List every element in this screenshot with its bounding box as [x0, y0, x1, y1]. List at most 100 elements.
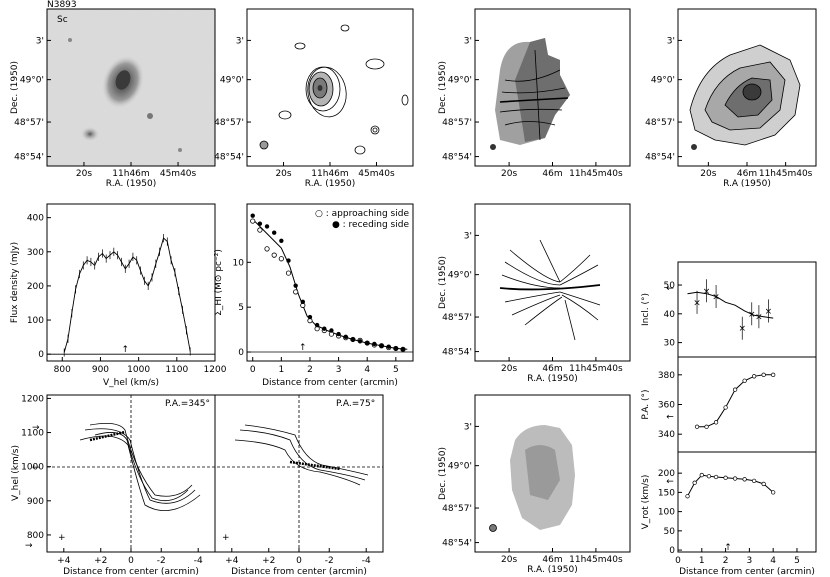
model-iso-8 [559, 264, 599, 286]
stack-arrow: ← [666, 412, 674, 422]
pv-right-pa: P.A.=75° [336, 399, 375, 409]
galaxy-core [115, 70, 131, 90]
stack-ytick-label: 50 [664, 527, 676, 537]
model-iso-1 [509, 249, 561, 283]
stack-point [694, 424, 700, 429]
pv-xlabel: Distance from center (arcmin) [231, 567, 367, 577]
stack-point [713, 474, 719, 480]
residual-inner [525, 445, 560, 500]
contour-blob-2 [278, 110, 292, 120]
dec-tick-label: 49°0' [448, 76, 472, 86]
hi-contour-panel [246, 8, 414, 167]
stack-point [771, 372, 776, 377]
pv-left-contour-3 [89, 422, 193, 497]
morph-type: Sc [57, 15, 68, 25]
stack-point [704, 424, 709, 429]
stack-point [723, 475, 728, 480]
pv-diagrams: P.A.=345° P.A.=75° → → ← + + [25, 394, 384, 553]
pv-left-arrow-top: → [32, 423, 40, 433]
model-iso-12 [564, 299, 576, 341]
ra-tick-label: 46m [542, 364, 562, 374]
dec-tick-label: 48°54' [442, 539, 472, 549]
density-point-receding [372, 341, 377, 347]
stack-ylabel: P.A. (°) [641, 389, 651, 419]
profile-ylabel: Flux density (mJy) [10, 242, 20, 323]
stack-ytick-label: 150 [658, 488, 675, 498]
ra-tick-label: 20s [501, 169, 517, 179]
density-marker: ↑ [299, 343, 307, 353]
dec-tick-label: 48°57' [442, 504, 472, 514]
dec-tick-label: 49°0' [220, 76, 244, 86]
stack-point: × [755, 313, 763, 323]
stack-arrow: ← [666, 284, 674, 294]
pv-left-arrow-mid: ← [32, 463, 40, 473]
stack-point [761, 372, 766, 377]
pv-ylabel: V_hel (km/s) [11, 445, 21, 501]
stack-ylabel: Incl. (°) [641, 293, 651, 326]
stack-ytick-label: 340 [658, 430, 675, 440]
stack-ytick-label: 30 [664, 339, 676, 349]
stack-ytick-label: 0 [669, 546, 675, 556]
stack-point [751, 478, 757, 483]
stack-point [732, 476, 738, 481]
density-point-receding [250, 213, 255, 218]
pv-ytick-label: 1100 [21, 429, 44, 439]
profile-ytick-label: 300 [27, 248, 44, 258]
density-ytick-label: 5 [238, 303, 244, 313]
stack-ytick-label: 200 [658, 469, 675, 479]
dec-axis-label: Dec. (1950) [438, 256, 448, 309]
stack-point [742, 378, 747, 383]
dec-tick-label: 48°54' [14, 153, 44, 163]
ra-tick-label: 20s [501, 555, 517, 565]
pv-xtick-label: -2 [157, 556, 166, 566]
dec-tick-label: 3' [667, 36, 675, 46]
stack-ytick-label: 40 [664, 310, 676, 320]
profile-xlabel: V_hel (km/s) [103, 378, 159, 388]
stack-ytick-label: 360 [658, 401, 675, 411]
ra-tick-label: 20s [700, 169, 716, 179]
stack-xlabel: Distance from center (arcmin) [679, 567, 815, 577]
ra-tick-label: 11h45m40s [569, 555, 623, 565]
density-xtick-label: 4 [364, 365, 370, 375]
density-point-receding [300, 299, 306, 304]
pv-left-contour-2 [79, 435, 201, 511]
stack-curve [687, 474, 774, 497]
density-point-receding [379, 343, 384, 348]
density-point-receding [293, 283, 298, 288]
pv-ytick-label: 900 [27, 497, 44, 507]
density-point-receding [386, 344, 391, 349]
profile-ytick-label: 0 [38, 350, 44, 360]
dec-tick-label: 49°0' [651, 76, 675, 86]
beam-size-1 [259, 140, 269, 150]
velfield-approaching [515, 38, 570, 142]
stack-xtick-label: 4 [770, 556, 776, 566]
density-frame [246, 203, 414, 362]
density-point-receding [271, 230, 277, 235]
stack-point [751, 374, 757, 379]
dec-tick-label: 3' [464, 422, 472, 432]
model-frame [474, 203, 631, 362]
pv-right-contour-3 [244, 424, 369, 476]
density-point-receding [336, 331, 341, 337]
profile-xtick-label: 1100 [165, 365, 188, 375]
density-point-receding [286, 258, 291, 263]
dec-tick-label: 3' [36, 36, 44, 46]
dec-tick-label: 3' [236, 36, 244, 46]
profile-line [63, 237, 191, 353]
model-iso-7 [559, 254, 591, 283]
ra-axis-label: R.A. (1950) [106, 179, 156, 189]
density-xlabel: Distance from center (arcmin) [262, 378, 398, 388]
model-iso-11 [539, 239, 561, 283]
density-ytick-label: 10 [233, 258, 245, 268]
stack-point: × [693, 298, 701, 308]
pv-xtick-label: +4 [225, 556, 239, 566]
hi-peak [742, 83, 762, 101]
stack-point [699, 472, 704, 478]
density-point-receding [365, 340, 370, 346]
density-xtick-label: 2 [307, 365, 313, 375]
ra-axis-label: R.A. (1950) [527, 565, 577, 575]
ra-tick-label: 46m [542, 555, 562, 565]
profile-xtick-label: 1200 [204, 365, 227, 375]
density-point-receding [279, 238, 284, 243]
stack-xtick-label: 2 [723, 556, 729, 566]
